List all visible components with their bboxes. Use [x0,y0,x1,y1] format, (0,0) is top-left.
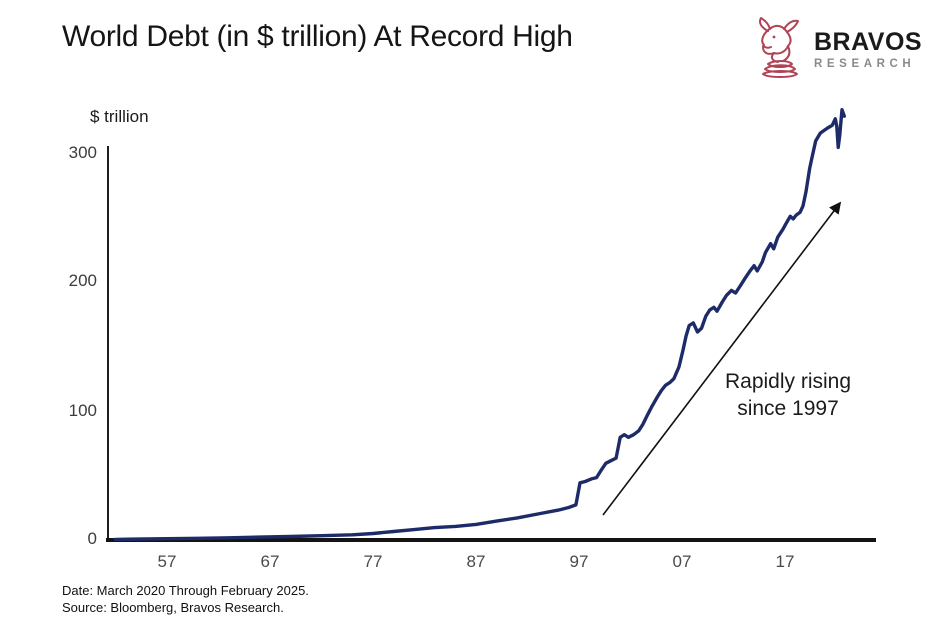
footnote-source: Source: Bloomberg, Bravos Research. [62,599,284,615]
x-tick-87: 87 [466,552,486,571]
annotation-line-2: since 1997 [737,397,839,420]
x-tick-97: 97 [569,552,589,571]
brand-subname: RESEARCH [814,57,916,70]
y-tick-300: 300 [68,143,97,162]
y-tick-0: 0 [87,529,97,548]
x-tick-67: 67 [260,552,280,571]
brand-text: BRAVOS RESEARCH [814,27,922,70]
brand-logo: BRAVOS RESEARCH [750,14,922,82]
x-tick-17: 17 [775,552,795,571]
footnote-date: Date: March 2020 Through February 2025. [62,583,309,598]
x-tick-57: 57 [157,552,177,571]
annotation-rapidly-rising: Rapidly rising since 1997 [688,368,888,422]
debt-series-line [113,107,846,542]
x-tick-77: 77 [363,552,383,571]
chart-title: World Debt (in $ trillion) At Record Hig… [62,20,573,53]
brand-name: BRAVOS [814,27,923,56]
x-tick-07: 07 [672,552,692,571]
y-tick-200: 200 [68,271,97,290]
footnotes: Date: March 2020 Through February 2025. … [62,583,309,616]
y-tick-100: 100 [68,401,97,420]
trend-arrow [602,201,842,516]
y-axis-unit-label: $ trillion [90,107,149,126]
annotation-line-1: Rapidly rising [724,370,852,393]
bull-icon [758,17,799,78]
